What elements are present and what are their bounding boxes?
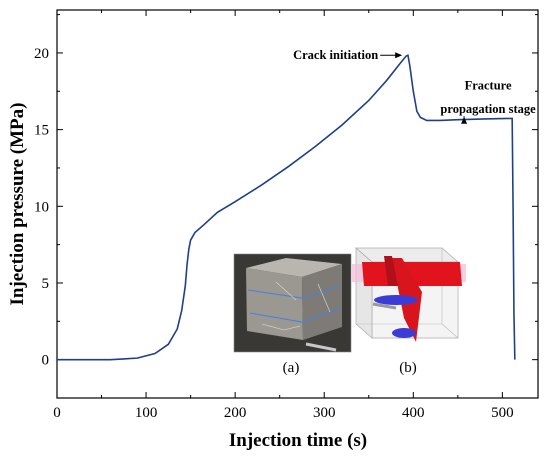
- x-axis-title: Injection time (s): [229, 430, 367, 451]
- pressure-curve: [57, 54, 516, 361]
- plot-frame: [56, 9, 539, 399]
- y-tick-label: 20: [34, 46, 49, 62]
- inset-photo-specimen: [233, 253, 352, 353]
- y-tick-label: 0: [42, 353, 50, 369]
- inset-fracture-model: [352, 247, 466, 342]
- crack-initiation-arrowhead: [395, 52, 403, 59]
- y-axis-title: Injection pressure (MPa): [7, 103, 28, 306]
- annotation-crack-initiation: Crack initiation: [293, 48, 378, 62]
- x-tick-label: 400: [402, 405, 425, 421]
- y-tick-label: 10: [34, 199, 49, 215]
- fracture-propagation-arrowhead: [461, 116, 468, 124]
- tick-labels: 0 100 200 300 400 500 0 5 10 15 20: [34, 46, 514, 421]
- x-tick-label: 100: [135, 405, 158, 421]
- inset-b-caption: (b): [399, 360, 417, 376]
- y-tick-label: 15: [34, 123, 49, 139]
- x-tick-label: 0: [53, 405, 61, 421]
- y-tick-label: 5: [42, 276, 50, 292]
- x-tick-label: 500: [491, 405, 514, 421]
- annotation-propagation-stage: propagation stage: [440, 102, 536, 116]
- axis-ticks: [56, 10, 538, 398]
- x-tick-label: 200: [224, 405, 247, 421]
- x-tick-label: 300: [313, 405, 336, 421]
- inset-a-caption: (a): [283, 360, 300, 376]
- annotation-fracture: Fracture: [465, 79, 512, 93]
